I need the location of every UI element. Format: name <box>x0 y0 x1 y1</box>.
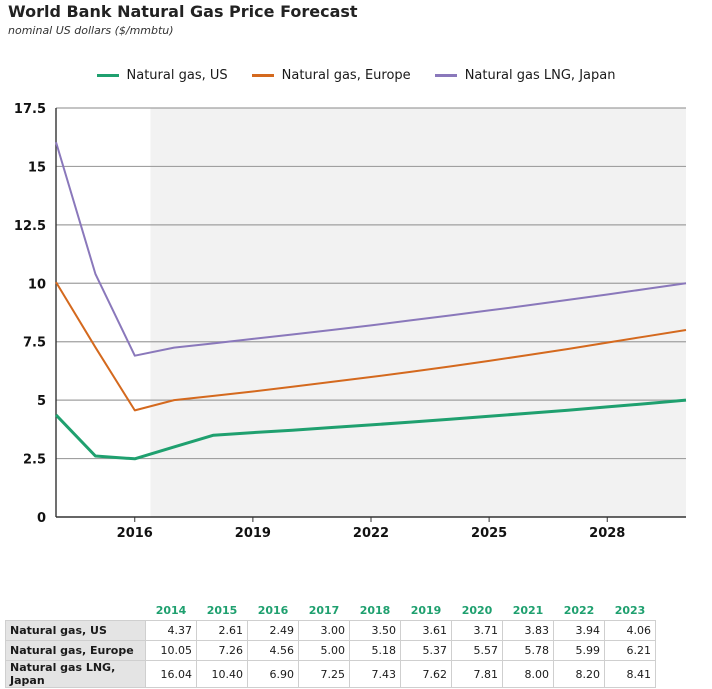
x-tick-label: 2016 <box>117 526 153 541</box>
legend-item-europe: Natural gas, Europe <box>251 68 411 83</box>
y-tick-label: 10 <box>28 277 46 292</box>
line-chart: 0 2.5 5 7.5 10 12.5 15 17.5 2016 2019 2022 2025 2028 <box>14 102 687 541</box>
legend-swatch-us <box>96 74 119 77</box>
x-tick-label: 2019 <box>235 526 271 541</box>
x-tick-label: 2025 <box>471 526 507 541</box>
table-cell: 5.18 <box>349 640 401 661</box>
y-tick-label: 7.5 <box>23 336 46 351</box>
table-header-blank <box>6 600 146 621</box>
table-row: Natural gas, Europe 10.05 7.26 4.56 5.00… <box>5 640 656 661</box>
table-cell: 4.37 <box>145 620 197 641</box>
table-cell: 7.43 <box>349 660 401 688</box>
table-header-year: 2015 <box>206 603 238 617</box>
legend-swatch-europe <box>251 74 274 77</box>
table-cell: 5.37 <box>400 640 452 661</box>
legend-label-europe: Natural gas, Europe <box>281 68 411 83</box>
y-tick-label: 12.5 <box>14 219 46 234</box>
table-cell: 5.57 <box>451 640 503 661</box>
table-cell: 16.04 <box>145 660 197 688</box>
y-tick-label: 0 <box>37 511 46 526</box>
table-cell: 8.41 <box>604 660 656 688</box>
y-tick-label: 17.5 <box>14 102 46 117</box>
table-cell: 7.81 <box>451 660 503 688</box>
table-header-year: 2023 <box>614 603 646 617</box>
table-row: Natural gas, US 4.37 2.61 2.49 3.00 3.50… <box>5 620 656 641</box>
table-row-label: Natural gas, Europe <box>5 640 146 661</box>
legend-item-japan: Natural gas LNG, Japan <box>434 68 616 83</box>
legend: Natural gas, US Natural gas, Europe Natu… <box>0 68 712 83</box>
table-row: Natural gas LNG, Japan 16.04 10.40 6.90 … <box>5 660 656 688</box>
chart-title: World Bank Natural Gas Price Forecast <box>8 2 358 21</box>
table-header-year: 2016 <box>257 603 289 617</box>
series-line-1 <box>55 281 687 412</box>
table-cell: 4.56 <box>247 640 299 661</box>
table-cell: 5.99 <box>553 640 605 661</box>
table-cell: 3.71 <box>451 620 503 641</box>
table-cell: 3.94 <box>553 620 605 641</box>
table-cell: 7.25 <box>298 660 350 688</box>
legend-swatch-japan <box>434 74 457 77</box>
table-cell: 3.61 <box>400 620 452 641</box>
x-tick-label: 2028 <box>589 526 625 541</box>
table-cell: 6.90 <box>247 660 299 688</box>
legend-label-us: Natural gas, US <box>126 68 228 83</box>
table-header-year: 2019 <box>410 603 442 617</box>
table-cell: 7.62 <box>400 660 452 688</box>
table-cell: 5.78 <box>502 640 554 661</box>
x-tick-label: 2022 <box>353 526 389 541</box>
table-cell: 6.21 <box>604 640 656 661</box>
y-tick-label: 5 <box>37 394 46 409</box>
table-cell: 3.00 <box>298 620 350 641</box>
table-cell: 8.00 <box>502 660 554 688</box>
table-cell: 7.26 <box>196 640 248 661</box>
series-line-0 <box>54 398 687 461</box>
data-table: 2014 2015 2016 2017 2018 2019 2020 2021 … <box>5 600 656 688</box>
table-cell: 8.20 <box>553 660 605 688</box>
y-tick-label: 15 <box>28 160 46 175</box>
table-header-row: 2014 2015 2016 2017 2018 2019 2020 2021 … <box>6 600 656 621</box>
table-cell: 10.40 <box>196 660 248 688</box>
table-header-year: 2020 <box>461 603 493 617</box>
table-cell: 10.05 <box>145 640 197 661</box>
table-cell: 3.83 <box>502 620 554 641</box>
table-header-year: 2022 <box>563 603 595 617</box>
table-header-year: 2018 <box>359 603 391 617</box>
legend-label-japan: Natural gas LNG, Japan <box>464 68 616 83</box>
table-row-label: Natural gas, US <box>5 620 146 641</box>
legend-item-us: Natural gas, US <box>96 68 228 83</box>
table-header-year: 2017 <box>308 603 340 617</box>
table-header-year: 2021 <box>512 603 544 617</box>
series-line-2 <box>55 141 687 357</box>
table-cell: 3.50 <box>349 620 401 641</box>
table-row-label: Natural gas LNG, Japan <box>5 660 146 688</box>
forecast-shading <box>150 108 686 517</box>
table-cell: 2.49 <box>247 620 299 641</box>
table-cell: 4.06 <box>604 620 656 641</box>
table-cell: 5.00 <box>298 640 350 661</box>
chart-subtitle: nominal US dollars ($/mmbtu) <box>8 24 174 37</box>
table-header-year: 2014 <box>155 603 187 617</box>
table-cell: 2.61 <box>196 620 248 641</box>
y-tick-label: 2.5 <box>23 453 46 468</box>
